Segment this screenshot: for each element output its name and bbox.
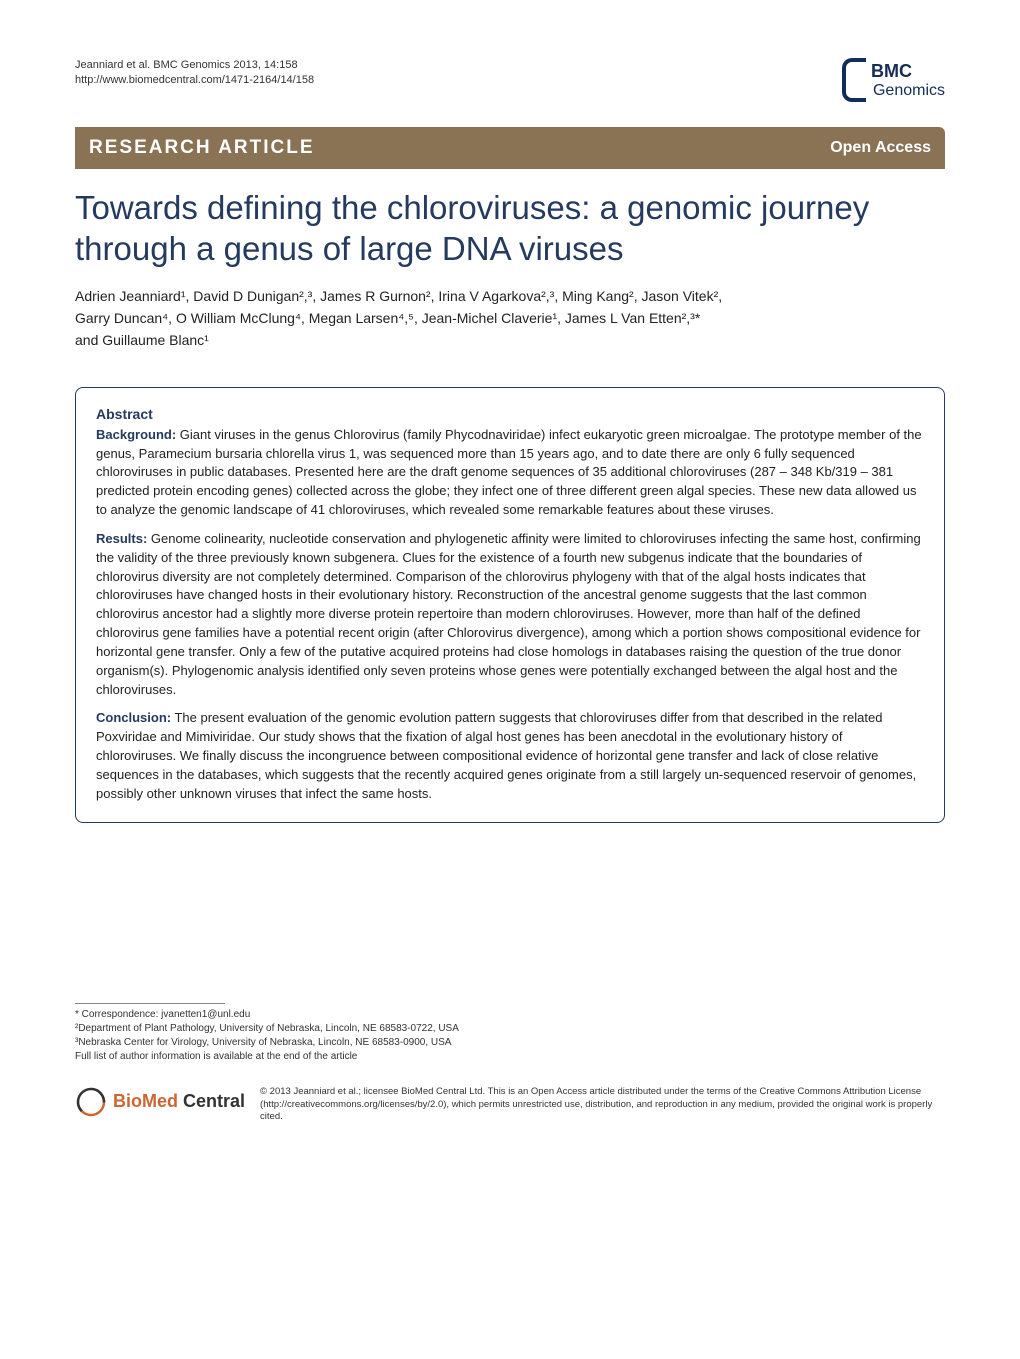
authors-block: Adrien Jeanniard¹, David D Dunigan²,³, J… <box>75 285 945 352</box>
section-banner: RESEARCH ARTICLE Open Access <box>75 127 945 169</box>
biomed-icon <box>75 1086 107 1118</box>
biomed-bio-text: BioMed <box>113 1091 178 1111</box>
logo-text-block: BMC Genomics <box>871 61 945 100</box>
authors-line2: Garry Duncan⁴, O William McClung⁴, Megan… <box>75 307 945 329</box>
abstract-heading: Abstract <box>96 406 924 422</box>
results-label: Results: <box>96 531 147 546</box>
bmc-logo: BMC Genomics <box>842 58 945 102</box>
access-label: Open Access <box>830 139 931 157</box>
article-page: Jeanniard et al. BMC Genomics 2013, 14:1… <box>0 0 1020 1164</box>
results-text: Genome colinearity, nucleotide conservat… <box>96 531 921 697</box>
abstract-conclusion: Conclusion: The present evaluation of th… <box>96 709 924 803</box>
affiliation-2: ²Department of Plant Pathology, Universi… <box>75 1022 945 1036</box>
citation-line1: Jeanniard et al. BMC Genomics 2013, 14:1… <box>75 58 314 73</box>
citation-url: http://www.biomedcentral.com/1471-2164/1… <box>75 73 314 88</box>
background-label: Background: <box>96 427 176 442</box>
abstract-box: Abstract Background: Giant viruses in th… <box>75 387 945 823</box>
authors-line3: and Guillaume Blanc¹ <box>75 329 945 351</box>
logo-journal-text: Genomics <box>873 82 945 100</box>
section-label: RESEARCH ARTICLE <box>89 137 315 159</box>
authors-line1: Adrien Jeanniard¹, David D Dunigan²,³, J… <box>75 285 945 307</box>
biomed-central-text: Central <box>178 1091 245 1111</box>
biomed-text: BioMed Central <box>113 1089 245 1114</box>
copyright-text: © 2013 Jeanniard et al.; licensee BioMed… <box>260 1086 945 1124</box>
affiliation-3: ³Nebraska Center for Virology, Universit… <box>75 1036 945 1050</box>
journal-logo: BMC Genomics <box>842 58 945 102</box>
full-list-note: Full list of author information is avail… <box>75 1050 945 1064</box>
biomed-central-logo: BioMed Central <box>75 1086 245 1118</box>
abstract-results: Results: Genome colinearity, nucleotide … <box>96 530 924 700</box>
footer-divider <box>75 1003 225 1004</box>
abstract-background: Background: Giant viruses in the genus C… <box>96 426 924 520</box>
citation-block: Jeanniard et al. BMC Genomics 2013, 14:1… <box>75 58 314 89</box>
background-text: Giant viruses in the genus Chlorovirus (… <box>96 427 922 517</box>
conclusion-label: Conclusion: <box>96 710 171 725</box>
header-row: Jeanniard et al. BMC Genomics 2013, 14:1… <box>75 58 945 102</box>
logo-bracket-icon <box>842 58 866 102</box>
conclusion-text: The present evaluation of the genomic ev… <box>96 710 916 800</box>
logo-bmc-text: BMC <box>871 61 912 82</box>
footer-block: * Correspondence: jvanetten1@unl.edu ²De… <box>75 1003 945 1124</box>
footer-bottom-row: BioMed Central © 2013 Jeanniard et al.; … <box>75 1086 945 1124</box>
correspondence-line: * Correspondence: jvanetten1@unl.edu <box>75 1008 945 1022</box>
article-title: Towards defining the chloroviruses: a ge… <box>75 187 945 270</box>
